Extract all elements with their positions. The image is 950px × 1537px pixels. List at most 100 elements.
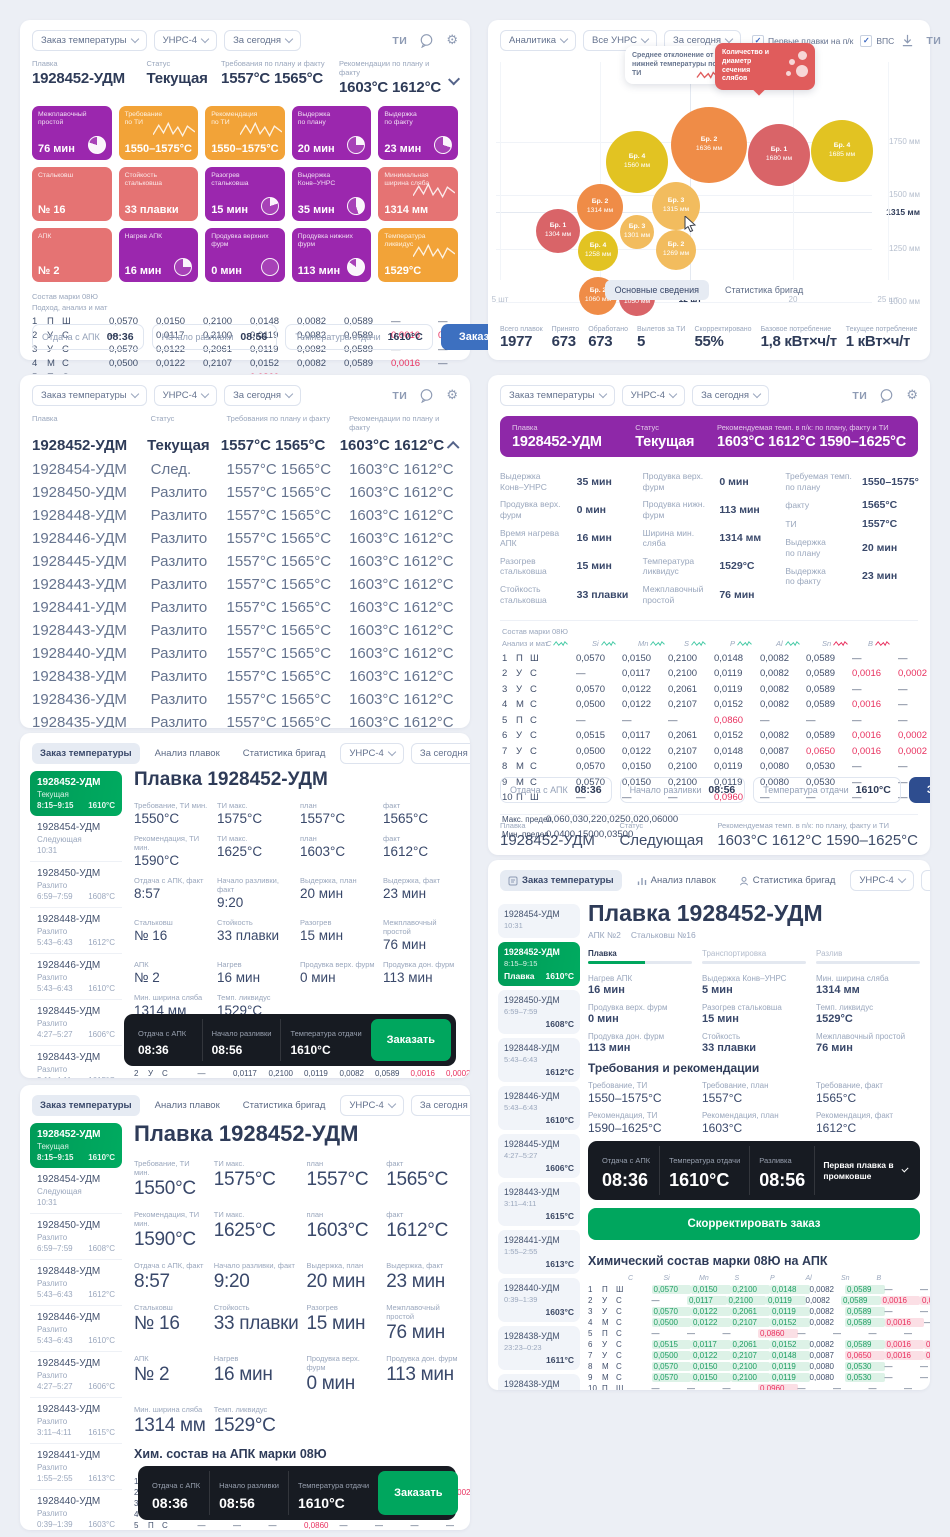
- sidebar-melt-card[interactable]: 1928440-УДМ 0:39–1:39 1603°C: [498, 1278, 580, 1322]
- order-button[interactable]: Заказать: [908, 777, 930, 803]
- correct-order-button[interactable]: Скорректировать заказ: [588, 1208, 920, 1240]
- melt-row[interactable]: 1928454-УДМ След. 1557°C 1565°C 1603°C 1612…: [32, 461, 454, 478]
- tab-item[interactable]: Заказ температуры: [500, 870, 622, 891]
- melt-row[interactable]: 1928446-УДМ Разлито 1557°C 1565°C 1603°C 16…: [32, 530, 454, 547]
- chart-bubble[interactable]: Бр. 4 1560 мм: [606, 131, 668, 193]
- chem-cell: У: [602, 1340, 608, 1349]
- chat-icon[interactable]: [419, 33, 434, 48]
- chem-cell: —: [203, 372, 250, 375]
- sidebar-melt-card[interactable]: 1928445-УДМ Разлито 4:27–5:27 1606°C: [30, 1352, 122, 1398]
- view-select[interactable]: Заказ температуры: [500, 385, 615, 406]
- unrs-select[interactable]: УНРС-4: [153, 385, 218, 406]
- chart-bubble[interactable]: Бр. 4 1685 мм: [811, 120, 873, 182]
- tab-order[interactable]: Заказ температуры: [32, 1095, 140, 1116]
- period-select[interactable]: За сегодня: [920, 870, 930, 891]
- next-melt-row[interactable]: Плавка 1928452-УДМ Статус Следующая Рекоме…: [500, 814, 918, 849]
- download-icon[interactable]: [901, 34, 914, 47]
- pie-icon: [347, 258, 366, 276]
- sidebar-melt-card[interactable]: 1928454-УДМ Следующая 10:31: [30, 1168, 122, 1214]
- melt-row[interactable]: 1928438-УДМ Разлито 1557°C 1565°C 1603°C 16…: [32, 668, 454, 685]
- sidebar-melt-card[interactable]: 1928454-УДМ 10:31: [498, 904, 580, 938]
- sidebar-melt-card[interactable]: 1928452-УДМ 8:15–9:15 Плавка 1610°C: [498, 942, 580, 986]
- tab-brigades[interactable]: Статистика бригад: [242, 748, 326, 759]
- unrs-select[interactable]: УНРС-4: [850, 870, 914, 891]
- tab-order[interactable]: Заказ температуры: [32, 743, 140, 764]
- sidebar-melt-card[interactable]: 1928450-УДМ 6:59–7:59 1608°C: [498, 990, 580, 1034]
- tab-analysis[interactable]: Анализ плавок: [154, 1100, 220, 1111]
- unrs-select[interactable]: Все УНРС: [583, 30, 658, 51]
- melt-row[interactable]: 1928443-УДМ Разлито 1557°C 1565°C 1603°C 16…: [32, 622, 454, 639]
- gear-icon[interactable]: ⚙: [446, 33, 458, 48]
- period-select[interactable]: За сегодня: [410, 743, 470, 764]
- sidebar-melt-card[interactable]: 1928448-УДМ Разлито 5:43–6:43 1612°C: [30, 908, 122, 954]
- sidebar-melt-card[interactable]: 1928446-УДМ 5:43–6:43 1610°C: [498, 1086, 580, 1130]
- order-button[interactable]: Заказать: [378, 1471, 459, 1515]
- melt-row[interactable]: 1928441-УДМ Разлито 1557°C 1565°C 1603°C 16…: [32, 599, 454, 616]
- melt-row[interactable]: 1928436-УДМ Разлито 1557°C 1565°C 1603°C 16…: [32, 691, 454, 708]
- melt-row[interactable]: 1928450-УДМ Разлито 1557°C 1565°C 1603°C 16…: [32, 484, 454, 501]
- tab-brigades[interactable]: Статистика бригад: [242, 1100, 326, 1111]
- ti-toggle[interactable]: ТИ: [392, 389, 408, 402]
- sidebar-melt-card[interactable]: 1928441-УДМ 1:55–2:55 1613°C: [498, 1230, 580, 1274]
- chem-cell: —: [651, 1384, 660, 1390]
- ti-toggle[interactable]: ТИ: [392, 34, 408, 47]
- chevron-down-icon[interactable]: [447, 73, 460, 86]
- tab-item[interactable]: Анализ плавок: [629, 870, 724, 891]
- chart-bubble[interactable]: Бр. 2 1636 мм: [671, 107, 747, 183]
- ti-toggle[interactable]: ТИ: [926, 34, 942, 47]
- sidebar-melt-card[interactable]: 1928445-УДМ 4:27–5:27 1606°C: [498, 1134, 580, 1178]
- gear-icon[interactable]: ⚙: [446, 388, 458, 403]
- chart-bubble[interactable]: Бр. 2 1269 мм: [656, 230, 696, 270]
- view-select[interactable]: Аналитика: [500, 30, 577, 51]
- melt-row[interactable]: 1928452-УДМ Текущая 1557°C 1565°C 1603°C 16…: [20, 432, 470, 458]
- melt-row[interactable]: 1928440-УДМ Разлито 1557°C 1565°C 1603°C 16…: [32, 645, 454, 662]
- melt-row[interactable]: 1928445-УДМ Разлито 1557°C 1565°C 1603°C 16…: [32, 553, 454, 570]
- unrs-select[interactable]: УНРС-4: [621, 385, 686, 406]
- chart-bubble[interactable]: Бр. 2 1314 мм: [577, 184, 623, 230]
- sidebar-melt-card[interactable]: 1928438-УДМ 23:23–0:23 1611°C: [498, 1326, 580, 1370]
- sidebar-melt-card[interactable]: 1928450-УДМ Разлито 6:59–7:59 1608°C: [30, 862, 122, 908]
- sidebar-melt-card[interactable]: 1928443-УДМ 3:11–4:11 1615°C: [498, 1182, 580, 1226]
- chat-icon[interactable]: [879, 388, 894, 403]
- view-select[interactable]: Заказ температуры: [32, 30, 147, 51]
- sidebar-melt-card[interactable]: 1928446-УДМ Разлито 5:43–6:43 1610°C: [30, 1306, 122, 1352]
- sidebar-melt-card[interactable]: 1928441-УДМ Разлито 1:55–2:55 1613°C: [30, 1444, 122, 1490]
- melt-row[interactable]: 1928443-УДМ Разлито 1557°C 1565°C 1603°C 16…: [32, 576, 454, 593]
- unrs-select[interactable]: УНРС-4: [340, 1095, 404, 1116]
- sidebar-melt-card[interactable]: 1928448-УДМ Разлито 5:43–6:43 1612°C: [30, 1260, 122, 1306]
- chart-bubble[interactable]: Бр. 1 1680 мм: [748, 124, 810, 186]
- first-melt-note[interactable]: Первая плавка в промковше: [815, 1146, 915, 1195]
- sidebar-melt-card[interactable]: 1928445-УДМ Разлито 4:27–5:27 1606°C: [30, 1000, 122, 1046]
- chart-bubble[interactable]: Бр. 3 1301 мм: [620, 215, 654, 249]
- sidebar-melt-card[interactable]: 1928452-УДМ Текущая 8:15–9:15 1610°C: [30, 771, 122, 816]
- period-select[interactable]: За сегодня: [692, 385, 770, 406]
- tab-main-info[interactable]: Основные сведения: [604, 280, 709, 300]
- sidebar-melt-card[interactable]: 1928448-УДМ 5:43–6:43 1612°C: [498, 1038, 580, 1082]
- sidebar-melt-card[interactable]: 1928454-УДМ Следующая 10:31: [30, 816, 122, 862]
- sidebar-melt-card[interactable]: 1928438-УДМ 23:23–0:23 1611°C: [498, 1374, 580, 1390]
- period-select[interactable]: За сегодня: [224, 385, 302, 406]
- chart-bubble[interactable]: Бр. 1 1304 мм: [536, 209, 580, 253]
- order-button[interactable]: Заказать: [370, 1019, 451, 1061]
- sidebar-melt-card[interactable]: 1928452-УДМ Текущая 8:15–9:15 1610°C: [30, 1123, 122, 1168]
- period-select[interactable]: За сегодня: [410, 1095, 470, 1116]
- melt-row[interactable]: 1928435-УДМ Разлито 1557°C 1565°C 1603°C 16…: [32, 714, 454, 728]
- melt-row[interactable]: 1928448-УДМ Разлито 1557°C 1565°C 1603°C 16…: [32, 507, 454, 524]
- tab-brigade-stats[interactable]: Статистика бригад: [725, 285, 804, 295]
- gear-icon[interactable]: ⚙: [906, 388, 918, 403]
- tab-item[interactable]: Статистика бригад: [731, 870, 844, 891]
- unrs-select[interactable]: УНРС-4: [340, 743, 404, 764]
- chat-icon[interactable]: [419, 388, 434, 403]
- chart-bubble[interactable]: Бр. 4 1258 мм: [578, 231, 618, 271]
- unrs-select[interactable]: УНРС-4: [153, 30, 218, 51]
- sidebar-melt-card[interactable]: 1928450-УДМ Разлито 6:59–7:59 1608°C: [30, 1214, 122, 1260]
- ti-toggle[interactable]: ТИ: [852, 389, 868, 402]
- tab-analysis[interactable]: Анализ плавок: [154, 748, 220, 759]
- sidebar-melt-card[interactable]: 1928446-УДМ Разлито 5:43–6:43 1610°C: [30, 954, 122, 1000]
- view-select[interactable]: Заказ температуры: [32, 385, 147, 406]
- checkbox-vps[interactable]: ✓ ВПС: [860, 34, 894, 47]
- sidebar-melt-card[interactable]: 1928440-УДМ Разлито 0:39–1:39 1603°C: [30, 1490, 122, 1530]
- period-select[interactable]: За сегодня: [224, 30, 302, 51]
